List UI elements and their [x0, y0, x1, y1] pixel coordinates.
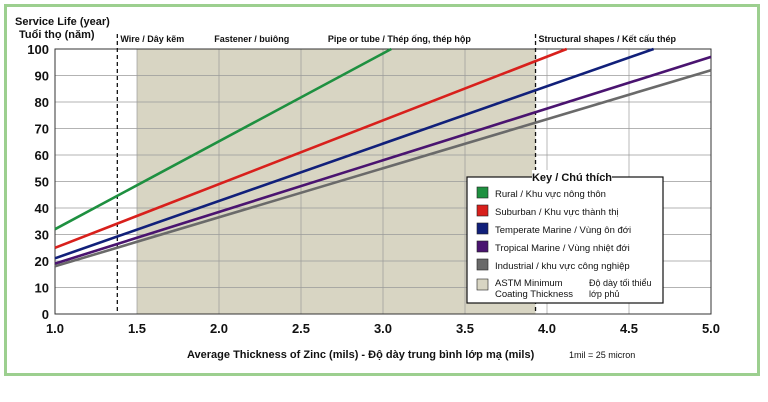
legend-note-line1: Độ dày tối thiểu — [589, 278, 652, 288]
y-tick-label: 50 — [35, 175, 49, 190]
category-label: Structural shapes / Kết cấu thép — [539, 34, 677, 44]
legend-box — [466, 176, 664, 304]
legend-swatch-astm — [476, 278, 489, 291]
legend-swatch-industrial — [476, 258, 489, 271]
y-tick-label: 90 — [35, 69, 49, 84]
category-label: Pipe or tube / Thép ống, thép hộp — [328, 34, 471, 44]
y-tick-label: 10 — [35, 281, 49, 296]
legend-label-rural: Rural / Khu vực nông thôn — [495, 189, 606, 200]
legend-label-tropical: Tropical Marine / Vùng nhiệt đới — [495, 243, 630, 254]
legend-swatch-temperate — [476, 222, 489, 235]
y-axis-label-line2: Tuổi thọ (năm) — [19, 29, 95, 41]
chart-frame: Service Life (year) Tuổi thọ (năm) Wire … — [4, 4, 760, 376]
series-line — [54, 68, 712, 268]
legend-title-bg — [532, 170, 612, 184]
x-axis-label: Average Thickness of Zinc (mils) - Độ dà… — [187, 349, 535, 361]
y-tick-label: 0 — [42, 307, 49, 322]
y-tick-label: 40 — [35, 201, 49, 216]
legend-swatch-suburban — [476, 204, 489, 217]
category-label: Fastener / buiông — [214, 34, 289, 44]
legend-label-astm-line1: ASTM Minimum — [495, 278, 563, 289]
unit-note: 1mil = 25 micron — [569, 350, 635, 360]
legend-label-suburban: Suburban / Khu vực thành thị — [495, 207, 619, 218]
legend-title: Key / Chú thích — [532, 172, 612, 184]
plot-border — [54, 48, 712, 315]
service-life-chart: Service Life (year) Tuổi thọ (năm) Wire … — [15, 16, 720, 361]
x-tick-label: 4.5 — [620, 321, 638, 336]
legend-swatch-rural — [476, 186, 489, 199]
legend-label-astm-line2: Coating Thickness — [495, 289, 573, 300]
x-tick-label: 1.0 — [46, 321, 64, 336]
legend-swatch-tropical — [476, 240, 489, 253]
x-tick-label: 2.0 — [210, 321, 228, 336]
legend-label-industrial: Industrial / khu vực công nghiệp — [495, 261, 630, 272]
legend: Key / Chú thích Rural / Khu vực nông thô… — [466, 170, 664, 304]
series-line — [54, 47, 392, 231]
x-tick-label: 2.5 — [292, 321, 310, 336]
x-tick-label: 3.0 — [374, 321, 392, 336]
series-line — [54, 55, 712, 265]
y-tick-label: 80 — [35, 95, 49, 110]
x-tick-label: 5.0 — [702, 321, 720, 336]
x-tick-label: 3.5 — [456, 321, 474, 336]
category-label: Wire / Dây kẽm — [120, 34, 184, 44]
y-tick-label: 60 — [35, 148, 49, 163]
y-axis-label-line1: Service Life (year) — [15, 16, 110, 28]
legend-note-line2: lớp phủ — [589, 289, 619, 299]
y-tick-label: 30 — [35, 228, 49, 243]
y-tick-label: 100 — [27, 42, 49, 57]
legend-label-temperate: Temperate Marine / Vùng ôn đới — [495, 225, 631, 236]
series-line — [54, 47, 568, 250]
y-tick-label: 20 — [35, 254, 49, 269]
y-tick-label: 70 — [35, 122, 49, 137]
x-tick-label: 4.0 — [538, 321, 556, 336]
series-line — [54, 47, 655, 260]
x-tick-label: 1.5 — [128, 321, 146, 336]
